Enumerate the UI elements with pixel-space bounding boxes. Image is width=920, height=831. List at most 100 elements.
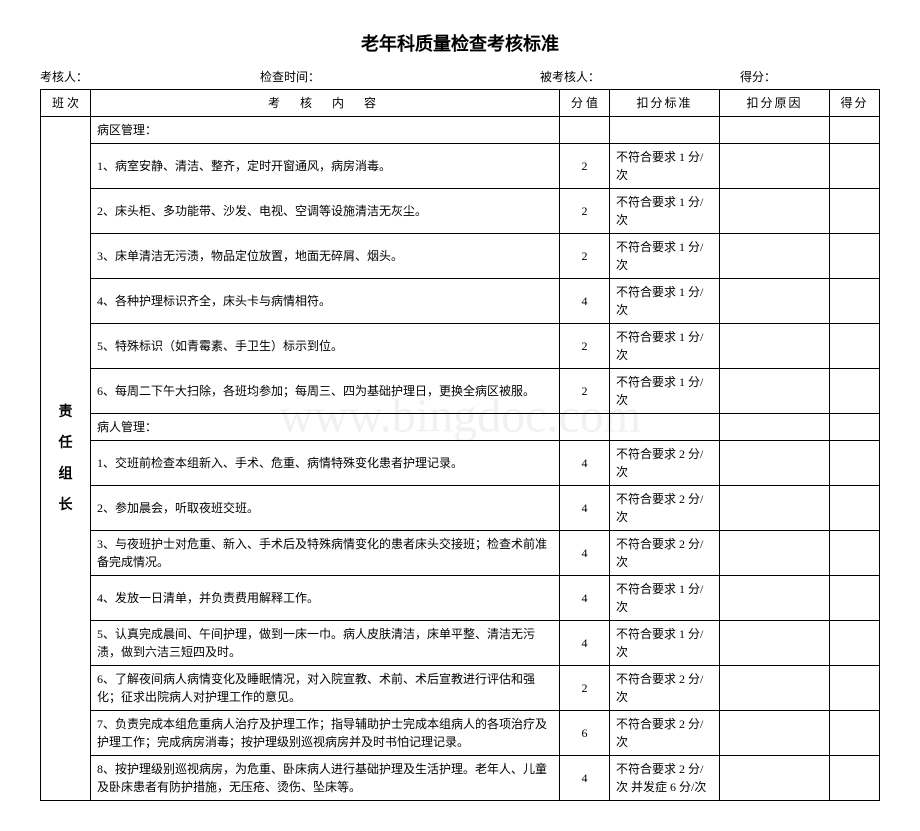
cell-content: 2、参加晨会，听取夜班交班。	[91, 486, 560, 531]
assessor-label: 考核人：	[40, 68, 88, 85]
cell-points	[830, 234, 880, 279]
cell-points	[830, 441, 880, 486]
cell-reason	[720, 576, 830, 621]
cell-score: 2	[560, 666, 610, 711]
cell-points	[830, 531, 880, 576]
cell-content: 5、认真完成晨间、午间护理，做到一床一巾。病人皮肤清洁，床单平整、清洁无污渍，做…	[91, 621, 560, 666]
cell-deduct: 不符合要求 1 分/次	[610, 324, 720, 369]
cell-content: 6、了解夜间病人病情变化及睡眠情况，对入院宣教、术前、术后宣教进行评估和强化；征…	[91, 666, 560, 711]
cell-content: 3、床单清洁无污渍，物品定位放置，地面无碎屑、烟头。	[91, 234, 560, 279]
cell-reason	[720, 144, 830, 189]
cell-deduct: 不符合要求 2 分/次	[610, 441, 720, 486]
col-points: 得分	[830, 90, 880, 117]
time-label: 检查时间：	[260, 68, 320, 85]
table-row: 1、病室安静、清洁、整齐，定时开窗通风，病房消毒。 2 不符合要求 1 分/次	[41, 144, 880, 189]
cell-deduct: 不符合要求 1 分/次	[610, 279, 720, 324]
table-header-row: 班 次 考核内容 分 值 扣分标准 扣分原因 得分	[41, 90, 880, 117]
table-row: 3、床单清洁无污渍，物品定位放置，地面无碎屑、烟头。 2 不符合要求 1 分/次	[41, 234, 880, 279]
header-fields: 考核人： 检查时间： 被考核人： 得分：	[40, 68, 880, 85]
cell-score: 2	[560, 189, 610, 234]
cell-content: 3、与夜班护士对危重、新入、手术后及特殊病情变化的患者床头交接班；检查术前准备完…	[91, 531, 560, 576]
cell-score: 4	[560, 621, 610, 666]
cell-empty	[560, 414, 610, 441]
table-row: 2、床头柜、多功能带、沙发、电视、空调等设施清洁无灰尘。 2 不符合要求 1 分…	[41, 189, 880, 234]
table-row: 8、按护理级别巡视病房，为危重、卧床病人进行基础护理及生活护理。老年人、儿童及卧…	[41, 756, 880, 801]
table-row: 6、了解夜间病人病情变化及睡眠情况，对入院宣教、术前、术后宣教进行评估和强化；征…	[41, 666, 880, 711]
cell-score: 4	[560, 531, 610, 576]
assessee-label: 被考核人：	[540, 68, 600, 85]
cell-content: 1、交班前检查本组新入、手术、危重、病情特殊变化患者护理记录。	[91, 441, 560, 486]
cell-reason	[720, 756, 830, 801]
cell-reason	[720, 441, 830, 486]
cell-score: 4	[560, 279, 610, 324]
col-reason: 扣分原因	[720, 90, 830, 117]
page-title: 老年科质量检查考核标准	[40, 30, 880, 56]
col-deduct: 扣分标准	[610, 90, 720, 117]
cell-points	[830, 144, 880, 189]
cell-content: 5、特殊标识（如青霉素、手卫生）标示到位。	[91, 324, 560, 369]
cell-reason	[720, 324, 830, 369]
cell-score: 4	[560, 576, 610, 621]
table-row: 3、与夜班护士对危重、新入、手术后及特殊病情变化的患者床头交接班；检查术前准备完…	[41, 531, 880, 576]
col-content: 考核内容	[91, 90, 560, 117]
cell-reason	[720, 666, 830, 711]
cell-points	[830, 189, 880, 234]
cell-reason	[720, 621, 830, 666]
cell-reason	[720, 189, 830, 234]
cell-deduct: 不符合要求 1 分/次	[610, 576, 720, 621]
shift-char: 组	[47, 464, 84, 485]
cell-deduct: 不符合要求 1 分/次	[610, 621, 720, 666]
table-row: 7、负责完成本组危重病人治疗及护理工作；指导辅助护士完成本组病人的各项治疗及护理…	[41, 711, 880, 756]
cell-deduct: 不符合要求 2 分/次	[610, 711, 720, 756]
cell-score: 6	[560, 711, 610, 756]
shift-char: 长	[47, 495, 84, 516]
cell-reason	[720, 279, 830, 324]
cell-empty	[830, 414, 880, 441]
section-patient: 病人管理：	[91, 414, 560, 441]
cell-score: 4	[560, 486, 610, 531]
table-row: 1、交班前检查本组新入、手术、危重、病情特殊变化患者护理记录。 4 不符合要求 …	[41, 441, 880, 486]
col-shift: 班 次	[41, 90, 91, 117]
cell-deduct: 不符合要求 2 分/次	[610, 531, 720, 576]
cell-content: 4、发放一日清单，并负责费用解释工作。	[91, 576, 560, 621]
cell-content: 6、每周二下午大扫除，各班均参加；每周三、四为基础护理日，更换全病区被服。	[91, 369, 560, 414]
assessment-table: 班 次 考核内容 分 值 扣分标准 扣分原因 得分 责 任 组 长 病区管理：	[40, 89, 880, 801]
score-label: 得分：	[740, 68, 776, 85]
cell-points	[830, 279, 880, 324]
cell-reason	[720, 711, 830, 756]
cell-empty	[610, 414, 720, 441]
cell-content: 2、床头柜、多功能带、沙发、电视、空调等设施清洁无灰尘。	[91, 189, 560, 234]
cell-deduct: 不符合要求 2 分/次 并发症 6 分/次	[610, 756, 720, 801]
cell-empty	[720, 117, 830, 144]
cell-points	[830, 711, 880, 756]
cell-points	[830, 756, 880, 801]
shift-cell: 责 任 组 长	[41, 117, 91, 801]
cell-score: 2	[560, 144, 610, 189]
shift-char: 任	[47, 433, 84, 454]
cell-reason	[720, 234, 830, 279]
cell-points	[830, 486, 880, 531]
cell-deduct: 不符合要求 2 分/次	[610, 486, 720, 531]
table-row: 责 任 组 长 病区管理：	[41, 117, 880, 144]
cell-points	[830, 324, 880, 369]
cell-content: 4、各种护理标识齐全，床头卡与病情相符。	[91, 279, 560, 324]
table-row: 4、发放一日清单，并负责费用解释工作。 4 不符合要求 1 分/次	[41, 576, 880, 621]
cell-score: 2	[560, 369, 610, 414]
cell-empty	[830, 117, 880, 144]
cell-deduct: 不符合要求 1 分/次	[610, 144, 720, 189]
cell-empty	[610, 117, 720, 144]
table-row: 4、各种护理标识齐全，床头卡与病情相符。 4 不符合要求 1 分/次	[41, 279, 880, 324]
table-row: 6、每周二下午大扫除，各班均参加；每周三、四为基础护理日，更换全病区被服。 2 …	[41, 369, 880, 414]
cell-content: 1、病室安静、清洁、整齐，定时开窗通风，病房消毒。	[91, 144, 560, 189]
table-row: 5、认真完成晨间、午间护理，做到一床一巾。病人皮肤清洁，床单平整、清洁无污渍，做…	[41, 621, 880, 666]
cell-content: 7、负责完成本组危重病人治疗及护理工作；指导辅助护士完成本组病人的各项治疗及护理…	[91, 711, 560, 756]
cell-points	[830, 369, 880, 414]
cell-points	[830, 666, 880, 711]
cell-reason	[720, 486, 830, 531]
table-row: 2、参加晨会，听取夜班交班。 4 不符合要求 2 分/次	[41, 486, 880, 531]
cell-reason	[720, 369, 830, 414]
cell-score: 2	[560, 234, 610, 279]
section-ward: 病区管理：	[91, 117, 560, 144]
cell-score: 4	[560, 441, 610, 486]
cell-score: 4	[560, 756, 610, 801]
